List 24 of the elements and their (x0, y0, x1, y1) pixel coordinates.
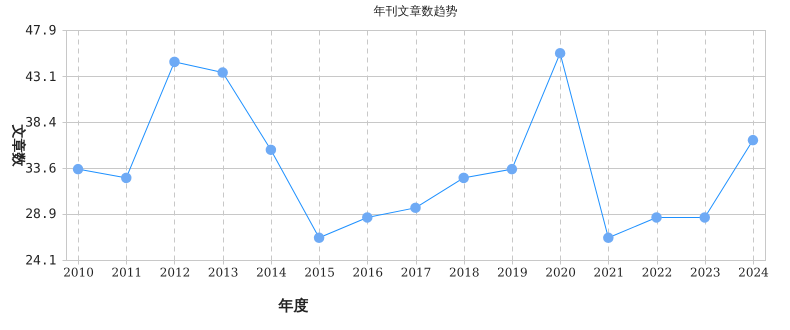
x-tick-label: 2014 (256, 266, 288, 280)
chart-title: 年刊文章数趋势 (374, 4, 458, 18)
x-tick-label: 2010 (63, 266, 94, 280)
x-tick-label: 2024 (738, 266, 770, 280)
x-tick-label: 2015 (304, 266, 335, 280)
x-tick-label: 2021 (594, 266, 624, 280)
x-tick-label: 2023 (690, 266, 721, 280)
x-tick-label: 2012 (160, 266, 190, 280)
x-tick-label: 2018 (448, 266, 480, 280)
x-tick-label: 2020 (545, 266, 576, 280)
x-axis-title: 年度 (278, 296, 308, 314)
x-tick-label: 2016 (352, 266, 384, 280)
y-tick-label: 43.1 (25, 70, 56, 85)
y-tick-label: 24.1 (25, 254, 56, 268)
x-tick-label: 2017 (400, 266, 432, 280)
y-tick-label: 47.9 (25, 24, 56, 38)
x-tick-label: 2011 (111, 266, 142, 280)
y-tick-label: 28.9 (25, 207, 56, 222)
y-tick-label: 33.6 (25, 162, 56, 177)
x-tick-label: 2013 (208, 266, 238, 280)
y-tick-label: 38.4 (25, 115, 57, 130)
x-tick-label: 2022 (642, 266, 672, 280)
x-tick-label: 2019 (497, 266, 528, 280)
y-axis-title: 文章数 (10, 124, 28, 168)
